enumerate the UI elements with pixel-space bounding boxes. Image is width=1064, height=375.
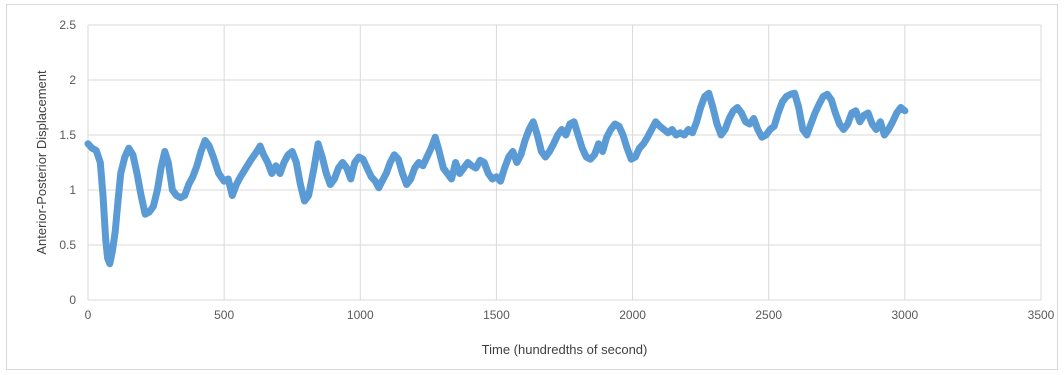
y-tick-label: 0 [69,293,76,307]
y-tick-label: 2 [69,73,76,87]
x-tick-label: 3000 [892,308,919,322]
y-axis-title: Anterior-Posterior Displacement [34,70,49,255]
y-axis-ticks: 0 0.5 1 1.5 2 2.5 [59,18,76,307]
x-axis-title: Time (hundredths of second) [482,342,648,357]
x-axis-ticks: 0 500 1000 1500 2000 2500 3000 3500 [85,308,1055,322]
x-tick-label: 2000 [619,308,646,322]
y-tick-label: 0.5 [59,238,76,252]
y-tick-label: 1.5 [59,128,76,142]
x-tick-label: 3500 [1028,308,1055,322]
x-tick-label: 500 [214,308,234,322]
chart-frame [6,4,1058,370]
gridlines [87,24,1042,301]
x-tick-label: 1000 [347,308,374,322]
y-tick-label: 2.5 [59,18,76,32]
x-tick-label: 0 [85,308,92,322]
y-tick-label: 1 [69,183,76,197]
x-tick-label: 2500 [755,308,782,322]
series-line [84,89,909,268]
x-tick-label: 1500 [483,308,510,322]
